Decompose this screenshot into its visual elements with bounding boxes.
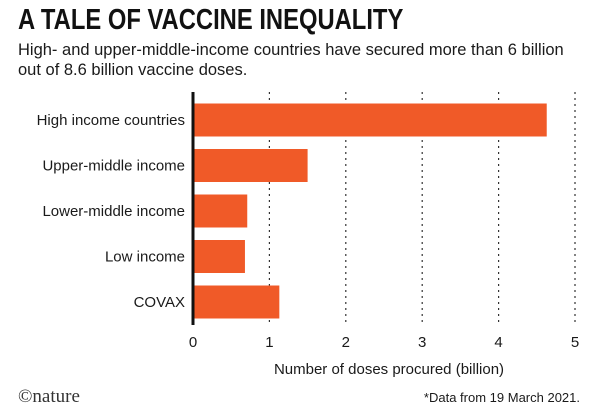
bar-covax xyxy=(193,285,280,319)
data-footnote: *Data from 19 March 2021. xyxy=(423,390,580,405)
bar-low-income xyxy=(193,240,245,273)
category-label-lower-middle-income: Lower-middle income xyxy=(42,203,185,220)
x-tick-labels: 0 1 2 3 4 5 xyxy=(189,334,579,351)
category-label-upper-middle-income: Upper-middle income xyxy=(42,158,185,175)
bar-lower-middle-income xyxy=(193,194,248,228)
category-label-covax: COVAX xyxy=(134,294,185,311)
nature-logo: ©nature xyxy=(18,386,80,407)
x-tick-label-4: 4 xyxy=(494,334,502,351)
bar-upper-middle-income xyxy=(193,149,308,182)
x-tick-label-2: 2 xyxy=(342,334,350,351)
chart-title: A TALE OF VACCINE INEQUALITY xyxy=(18,4,404,36)
x-tick-label-1: 1 xyxy=(265,334,273,351)
category-label-high-income-countries: High income countries xyxy=(37,112,185,129)
x-tick-label-5: 5 xyxy=(571,334,579,351)
category-label-low-income: Low income xyxy=(105,249,185,266)
bars xyxy=(193,103,547,319)
x-tick-label-3: 3 xyxy=(418,334,426,351)
bar-high-income-countries xyxy=(193,103,547,137)
chart-subtitle: High- and upper-middle-income countries … xyxy=(18,41,564,79)
x-axis-title: Number of doses procured (billion) xyxy=(274,361,504,378)
x-tick-label-0: 0 xyxy=(189,334,197,351)
category-labels: High income countries Upper-middle income… xyxy=(37,112,185,311)
